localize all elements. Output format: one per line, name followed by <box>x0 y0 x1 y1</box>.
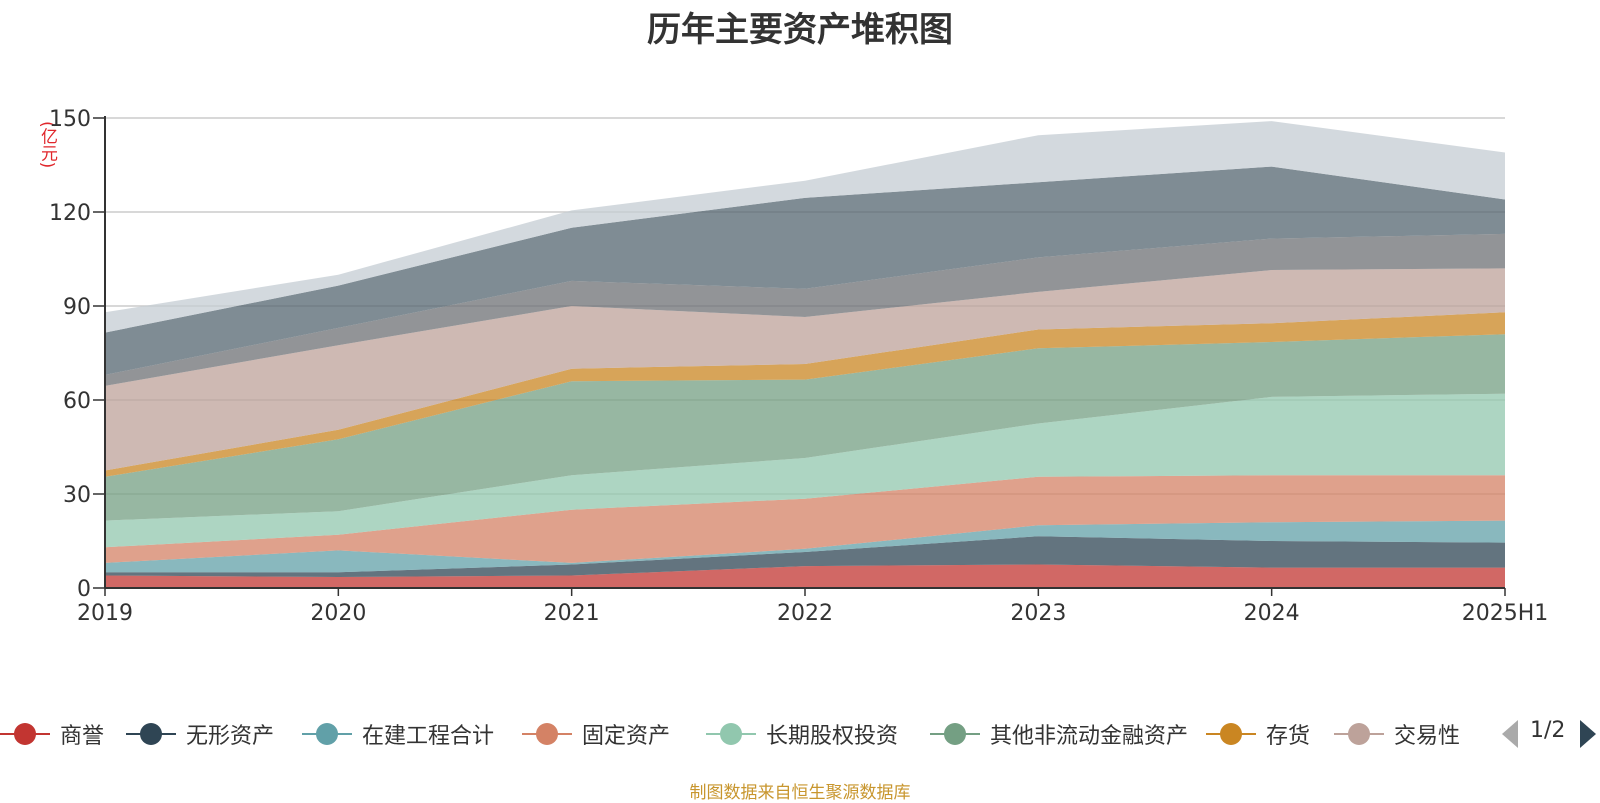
y-axis-unit-label: (亿元) <box>37 121 57 169</box>
area-series-1 <box>105 564 1505 588</box>
legend-dot-icon <box>536 723 558 745</box>
legend-swatch-icon <box>1206 722 1256 746</box>
legend-item[interactable]: 存货 <box>1206 712 1310 756</box>
legend-label: 交易性 <box>1394 724 1461 749</box>
area-series-11 <box>105 121 1505 333</box>
chart-title: 历年主要资产堆积图 <box>647 10 953 50</box>
legend-dot-icon <box>14 723 36 745</box>
legend-item[interactable]: 长期股权投资 <box>706 712 898 756</box>
x-tick-label: 2021 <box>544 601 600 626</box>
legend-prev-page-icon[interactable] <box>1502 720 1518 748</box>
legend-label: 存货 <box>1266 724 1311 749</box>
legend-label: 固定资产 <box>582 724 671 749</box>
legend-swatch-icon <box>1334 722 1384 746</box>
x-tick-label: 2020 <box>310 601 366 626</box>
legend-label: 长期股权投资 <box>766 724 899 749</box>
legend-swatch-icon <box>0 722 50 746</box>
legend-item[interactable]: 商誉 <box>0 712 104 756</box>
legend-item[interactable]: 无形资产 <box>126 712 274 756</box>
legend: 商誉 无形资产 在建工程合计 固定资产 长期股权投资 其他非流动金融资产 存货 交易性 <box>0 712 1510 756</box>
legend-dot-icon <box>1220 723 1242 745</box>
data-source-note: 制图数据来自恒生聚源数据库 <box>689 783 911 803</box>
legend-item[interactable]: 其他非流动金融资产 <box>930 712 1188 756</box>
legend-item[interactable]: 固定资产 <box>522 712 670 756</box>
area-series-8 <box>105 268 1505 471</box>
legend-label: 在建工程合计 <box>362 724 495 749</box>
legend-swatch-icon <box>126 722 176 746</box>
legend-dot-icon <box>316 723 338 745</box>
legend-swatch-icon <box>930 722 980 746</box>
legend-swatch-icon <box>706 722 756 746</box>
x-tick-label: 2023 <box>1010 601 1066 626</box>
x-tick-label: 2019 <box>77 601 133 626</box>
legend-swatch-icon <box>522 722 572 746</box>
legend-dot-icon <box>140 723 162 745</box>
stacked-area-chart: 0 30 60 90 120 150 2019 2020 2021 2022 2023 2024 202… <box>49 107 1548 626</box>
area-series-6 <box>105 334 1505 521</box>
legend-item[interactable]: 在建工程合计 <box>302 712 494 756</box>
area-series-7 <box>105 312 1505 477</box>
area-series-10 <box>105 166 1505 375</box>
legend-label: 商誉 <box>60 724 105 749</box>
legend-dot-icon <box>720 723 742 745</box>
legend-dot-icon <box>1348 723 1370 745</box>
axes: 0 30 60 90 120 150 2019 2020 2021 2022 2023 2024 202… <box>49 107 1548 626</box>
x-tick-label: 2025H1 <box>1462 601 1549 626</box>
y-tick-label: 90 <box>63 295 91 320</box>
legend-item[interactable]: 交易性 <box>1334 712 1460 756</box>
legend-next-page-icon[interactable] <box>1580 720 1596 748</box>
y-tick-label: 30 <box>63 483 91 508</box>
legend-dot-icon <box>944 723 966 745</box>
y-tick-label: 120 <box>49 201 91 226</box>
legend-swatch-icon <box>302 722 352 746</box>
x-tick-label: 2022 <box>777 601 833 626</box>
area-series-2 <box>105 536 1505 577</box>
area-series-5 <box>105 393 1505 548</box>
legend-page-indicator: 1/2 <box>1530 718 1566 743</box>
area-series-3 <box>105 520 1505 573</box>
x-tick-label: 2024 <box>1244 601 1300 626</box>
legend-pager: 1/2 <box>1500 712 1600 756</box>
area-series-9 <box>105 233 1505 386</box>
area-series-4 <box>105 475 1505 563</box>
legend-label: 无形资产 <box>186 724 275 749</box>
area-series-group <box>105 121 1505 588</box>
y-tick-label: 0 <box>77 577 91 602</box>
y-tick-label: 150 <box>49 107 91 132</box>
y-tick-label: 60 <box>63 389 91 414</box>
legend-label: 其他非流动金融资产 <box>990 724 1189 749</box>
